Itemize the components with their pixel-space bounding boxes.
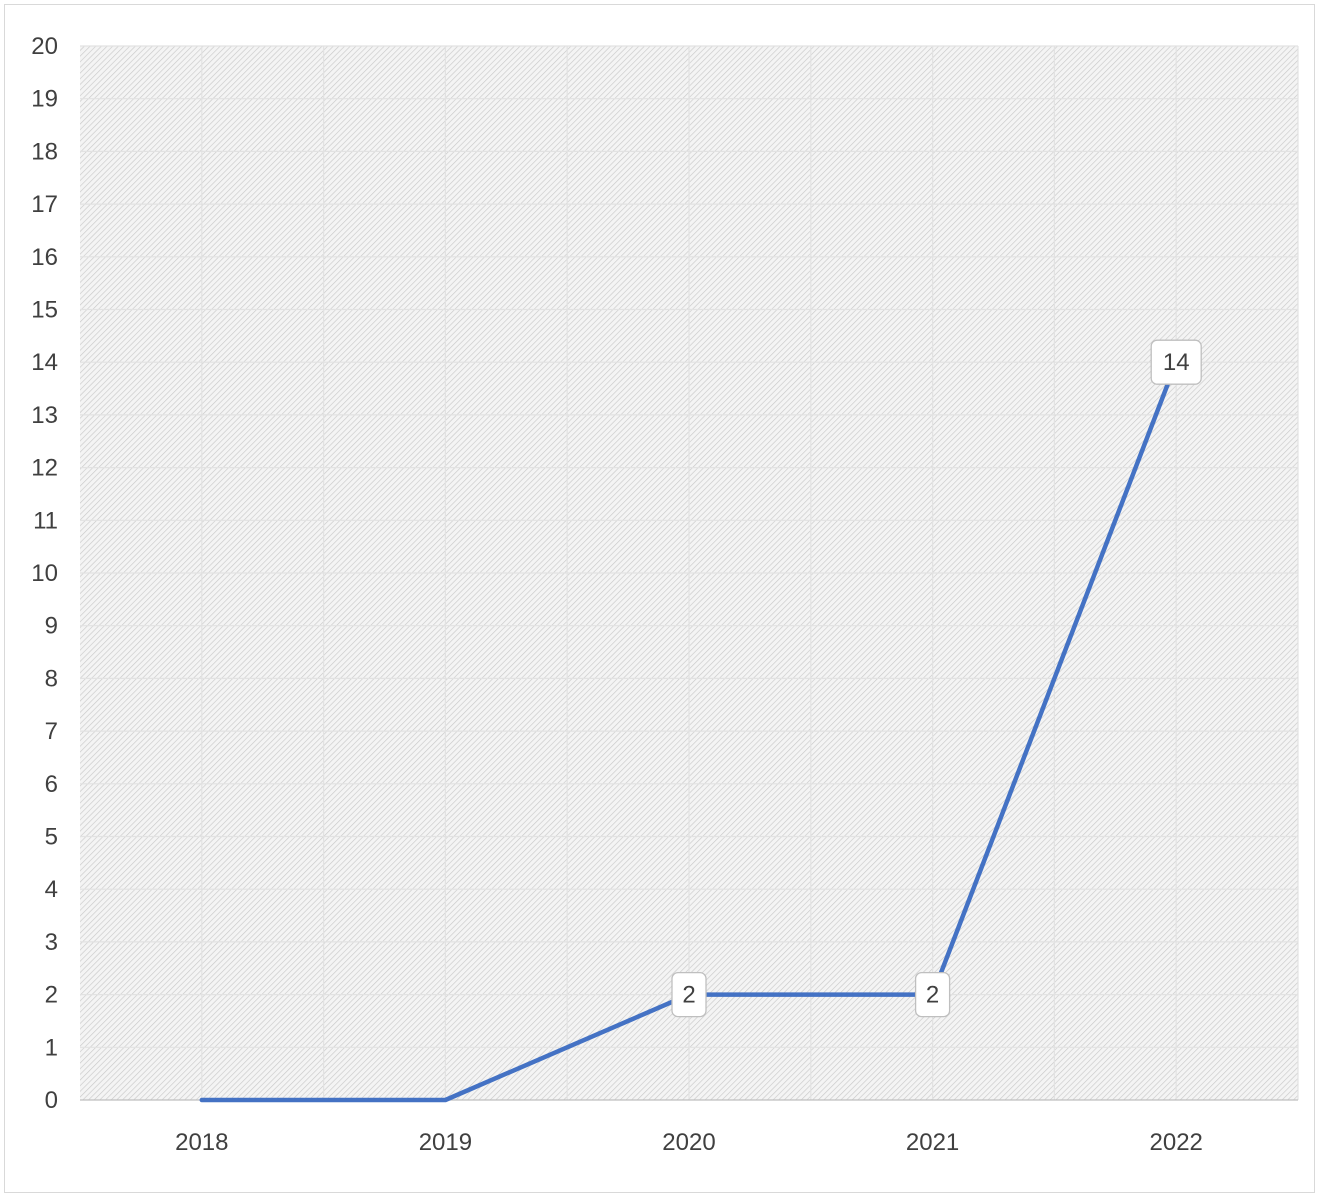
y-tick-label: 15 — [31, 297, 58, 324]
y-tick-label: 8 — [45, 665, 58, 692]
y-tick-label: 2 — [45, 982, 58, 1009]
y-tick-label: 17 — [31, 191, 58, 218]
data-label: 2 — [671, 971, 707, 1018]
y-tick-label: 11 — [33, 507, 58, 534]
y-tick-label: 14 — [31, 349, 58, 376]
x-tick-label: 2021 — [906, 1129, 959, 1156]
y-tick-label: 13 — [31, 402, 58, 429]
y-tick-label: 6 — [45, 771, 58, 798]
y-tick-label: 18 — [31, 138, 58, 165]
y-tick-label: 20 — [31, 33, 58, 60]
y-tick-label: 5 — [45, 824, 58, 851]
data-label: 14 — [1150, 339, 1202, 385]
y-tick-label: 7 — [45, 718, 58, 745]
y-tick-label: 3 — [45, 929, 58, 956]
data-label-box — [1150, 339, 1202, 385]
data-label-text: 2 — [682, 982, 695, 1009]
data-label: 2 — [914, 971, 951, 1018]
x-tick-label: 2022 — [1150, 1129, 1203, 1156]
data-label-box — [671, 971, 707, 1018]
y-tick-label: 16 — [31, 244, 58, 271]
y-tick-label: 19 — [31, 86, 58, 113]
x-tick-label: 2020 — [662, 1129, 715, 1156]
grid-lines — [80, 45, 1299, 1100]
y-tick-label: 10 — [31, 560, 58, 587]
y-tick-label: 9 — [45, 613, 58, 640]
data-label-text: 14 — [1163, 349, 1190, 376]
data-label-box — [914, 971, 951, 1018]
x-tick-label: 2018 — [175, 1129, 228, 1156]
y-tick-label: 1 — [45, 1034, 58, 1061]
y-tick-label: 12 — [31, 455, 58, 482]
data-labels: 2 2 14 — [671, 339, 1202, 1018]
y-tick-label: 4 — [45, 876, 58, 903]
x-tick-label: 2019 — [419, 1129, 472, 1156]
y-tick-label: 0 — [45, 1087, 58, 1114]
data-label-text: 2 — [926, 982, 939, 1009]
